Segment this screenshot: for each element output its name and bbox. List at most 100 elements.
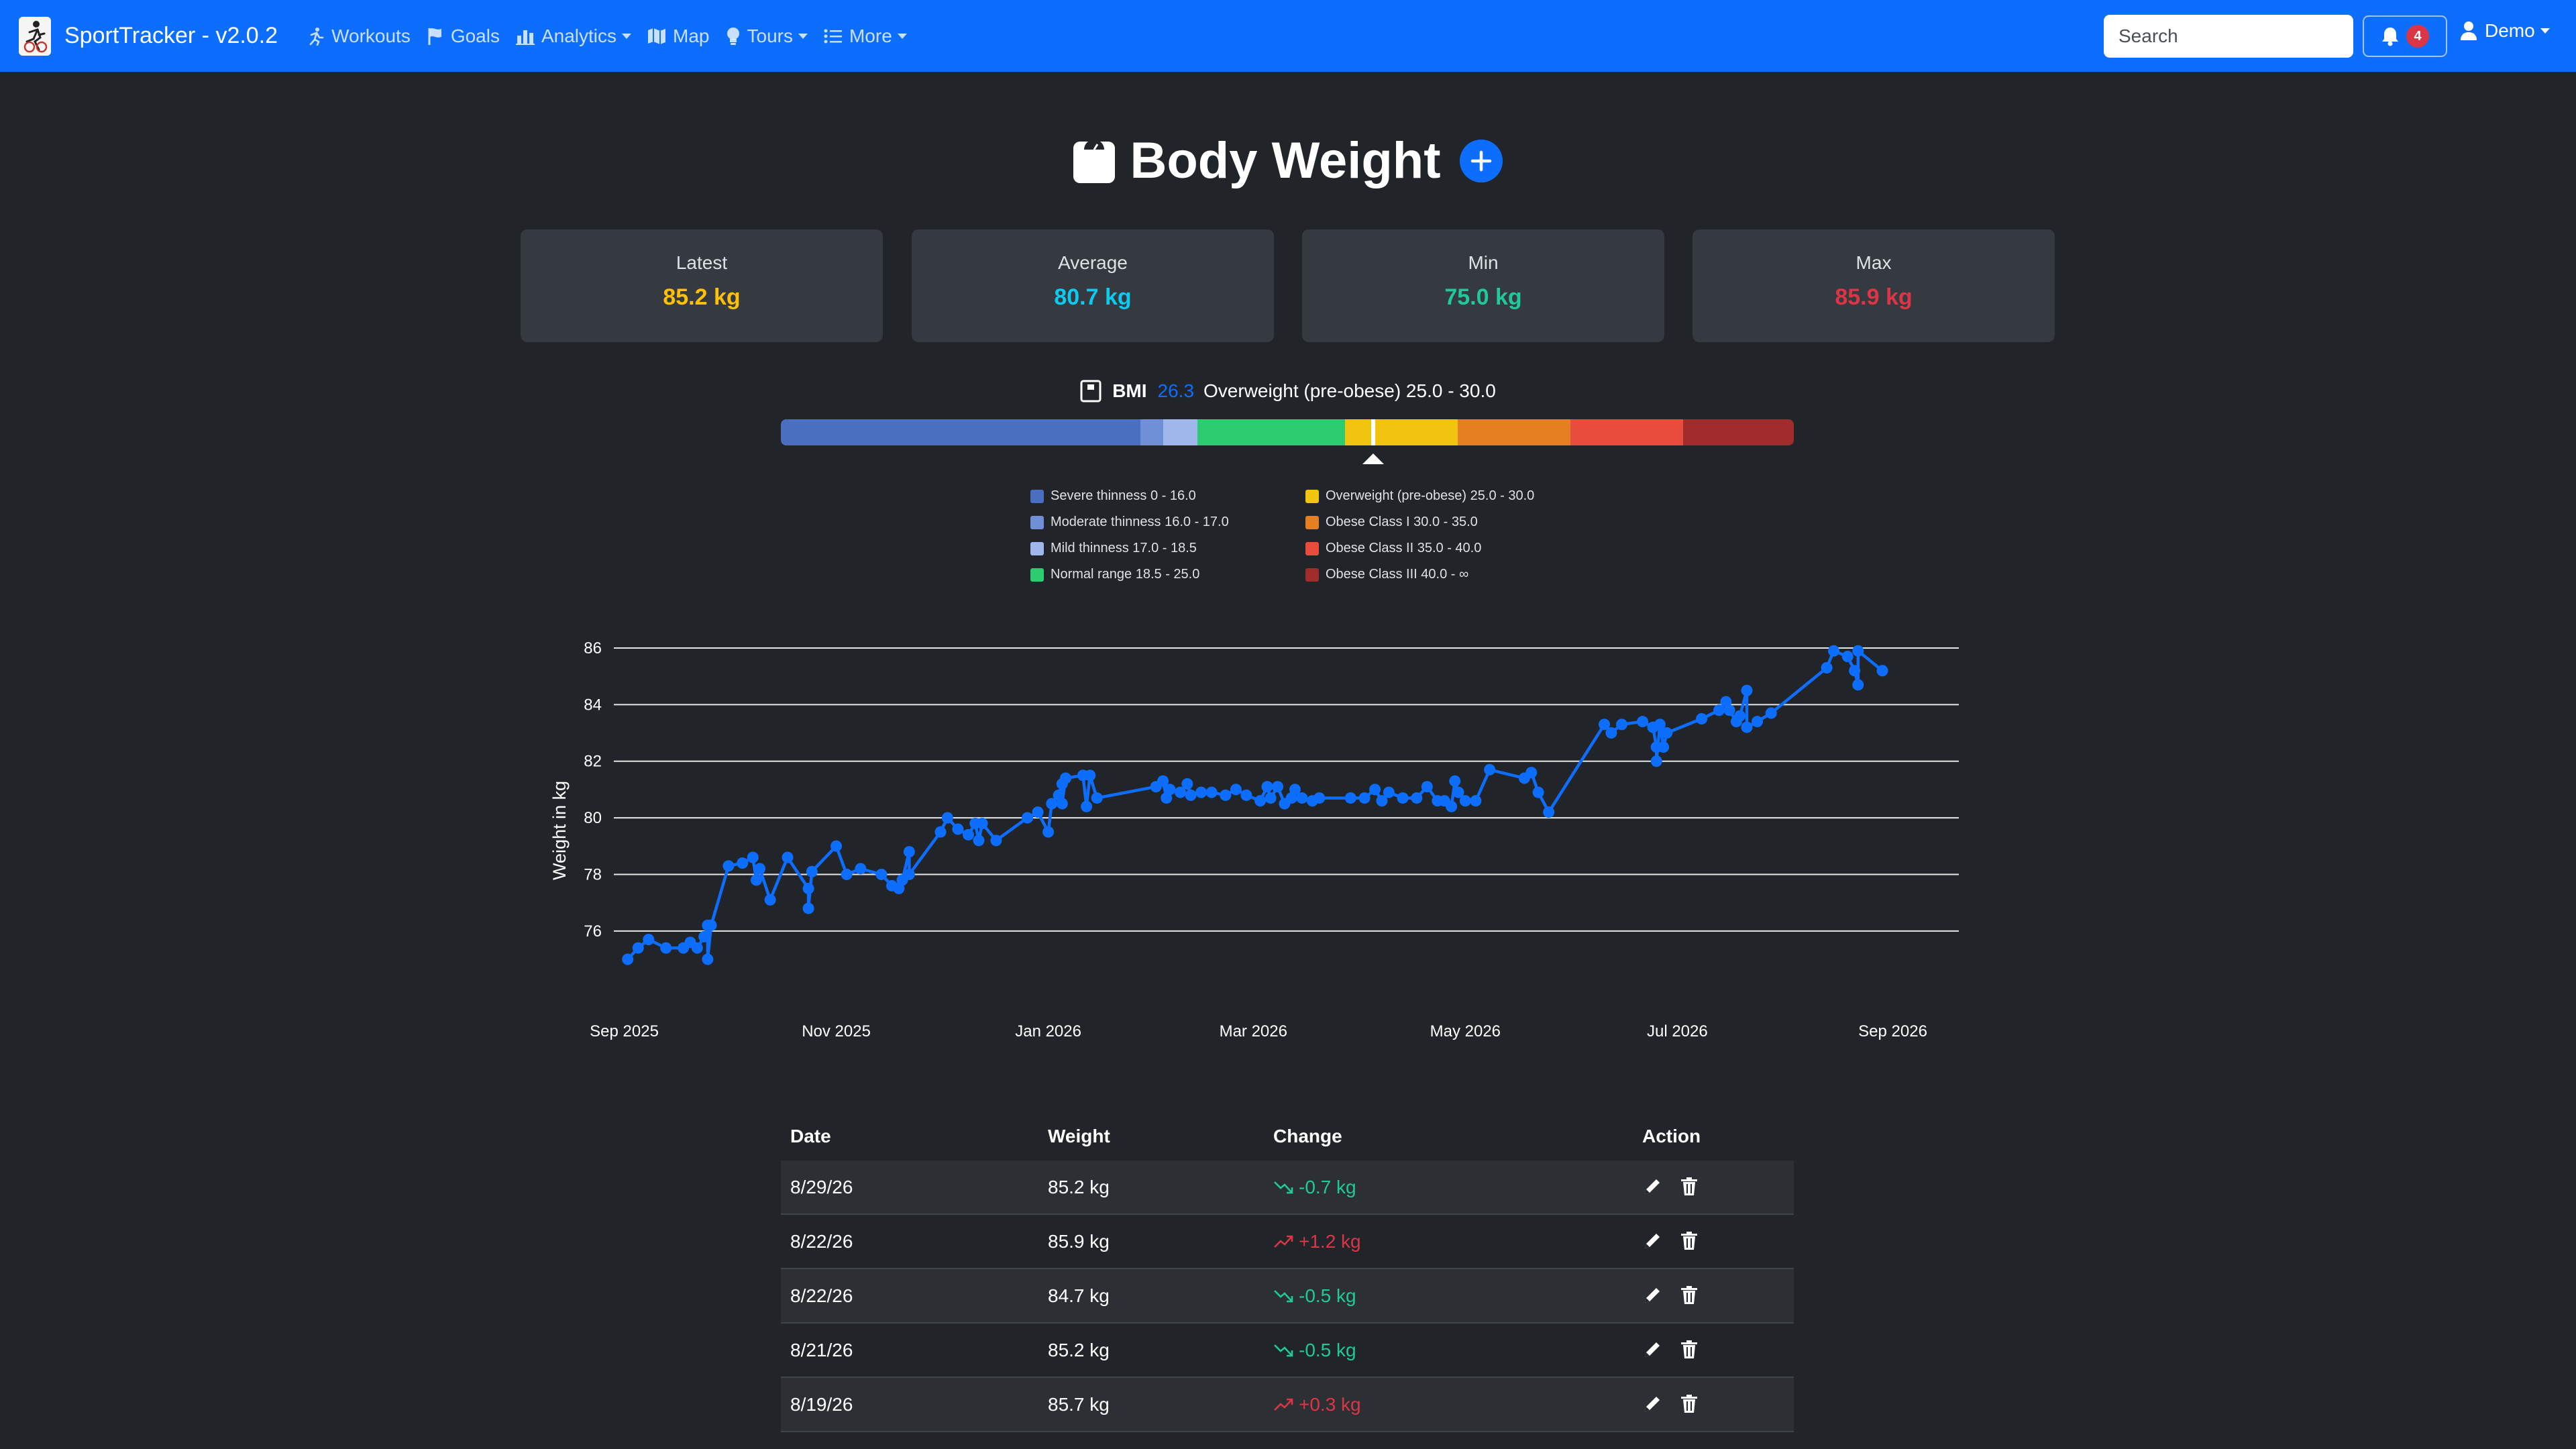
weight-point[interactable] bbox=[1658, 741, 1670, 753]
weight-point[interactable] bbox=[632, 942, 644, 954]
weight-point[interactable] bbox=[622, 953, 634, 965]
weight-point[interactable] bbox=[1605, 727, 1617, 739]
edit-button[interactable] bbox=[1642, 1340, 1662, 1364]
weight-point[interactable] bbox=[1852, 679, 1864, 691]
weight-point[interactable] bbox=[1157, 775, 1169, 787]
weight-point[interactable] bbox=[764, 894, 776, 906]
weight-point[interactable] bbox=[1296, 792, 1308, 804]
delete-button[interactable] bbox=[1680, 1340, 1699, 1364]
weight-point[interactable] bbox=[1091, 792, 1103, 804]
weight-point[interactable] bbox=[1615, 718, 1627, 731]
weight-point[interactable] bbox=[802, 902, 814, 914]
weight-point[interactable] bbox=[875, 868, 888, 880]
weight-point[interactable] bbox=[1032, 806, 1044, 818]
weight-point[interactable] bbox=[941, 812, 953, 824]
weight-point[interactable] bbox=[747, 851, 759, 863]
weight-point[interactable] bbox=[1421, 781, 1433, 793]
weight-point[interactable] bbox=[1821, 662, 1833, 674]
weight-point[interactable] bbox=[1741, 684, 1753, 696]
weight-point[interactable] bbox=[1272, 781, 1284, 793]
weight-point[interactable] bbox=[1240, 789, 1252, 801]
edit-button[interactable] bbox=[1642, 1231, 1662, 1256]
edit-button[interactable] bbox=[1642, 1177, 1662, 1201]
weight-point[interactable] bbox=[841, 868, 853, 880]
weight-point[interactable] bbox=[1532, 786, 1544, 798]
weight-point[interactable] bbox=[1397, 792, 1409, 804]
weight-point[interactable] bbox=[1827, 645, 1839, 657]
weight-point[interactable] bbox=[1046, 798, 1058, 810]
weight-point[interactable] bbox=[1205, 786, 1218, 798]
user-menu[interactable]: Demo bbox=[2459, 20, 2550, 42]
weight-point[interactable] bbox=[1174, 786, 1186, 798]
edit-button[interactable] bbox=[1642, 1285, 1662, 1310]
weight-point[interactable] bbox=[1741, 721, 1753, 733]
nav-map[interactable]: Map bbox=[647, 25, 710, 47]
nav-tours[interactable]: Tours bbox=[726, 25, 808, 47]
weight-point[interactable] bbox=[750, 874, 762, 886]
weight-point[interactable] bbox=[1734, 710, 1746, 722]
weight-point[interactable] bbox=[903, 868, 915, 880]
weight-point[interactable] bbox=[698, 930, 710, 943]
weight-point[interactable] bbox=[1470, 795, 1482, 807]
weight-point[interactable] bbox=[1369, 784, 1381, 796]
weight-point[interactable] bbox=[1313, 792, 1326, 804]
weight-point[interactable] bbox=[782, 851, 794, 863]
weight-point[interactable] bbox=[1654, 718, 1666, 731]
weight-point[interactable] bbox=[990, 835, 1002, 847]
notifications-button[interactable]: 4 bbox=[2363, 15, 2447, 57]
delete-button[interactable] bbox=[1680, 1285, 1699, 1310]
weight-point[interactable] bbox=[1230, 784, 1242, 796]
nav-more[interactable]: More bbox=[824, 25, 907, 47]
weight-point[interactable] bbox=[1056, 798, 1068, 810]
weight-point[interactable] bbox=[1254, 795, 1267, 807]
weight-point[interactable] bbox=[1525, 767, 1538, 779]
weight-point[interactable] bbox=[1261, 781, 1273, 793]
weight-point[interactable] bbox=[1484, 763, 1496, 775]
weight-point[interactable] bbox=[737, 857, 749, 869]
weight-point[interactable] bbox=[1752, 716, 1764, 728]
weight-point[interactable] bbox=[1723, 704, 1735, 716]
brand[interactable]: SportTracker - v2.0.2 bbox=[19, 16, 278, 56]
weight-point[interactable] bbox=[1376, 795, 1388, 807]
weight-point[interactable] bbox=[1411, 792, 1423, 804]
weight-point[interactable] bbox=[1852, 645, 1864, 657]
weight-point[interactable] bbox=[1084, 769, 1096, 782]
weight-point[interactable] bbox=[643, 933, 655, 945]
weight-point[interactable] bbox=[1265, 792, 1277, 804]
weight-point[interactable] bbox=[1344, 792, 1356, 804]
weight-point[interactable] bbox=[830, 840, 843, 852]
weight-point[interactable] bbox=[855, 863, 867, 875]
delete-button[interactable] bbox=[1680, 1231, 1699, 1256]
weight-point[interactable] bbox=[802, 883, 814, 895]
nav-goals[interactable]: Goals bbox=[427, 25, 500, 47]
weight-point[interactable] bbox=[691, 942, 703, 954]
weight-point[interactable] bbox=[1042, 826, 1055, 838]
weight-point[interactable] bbox=[1599, 718, 1611, 731]
weight-point[interactable] bbox=[1022, 812, 1034, 824]
delete-button[interactable] bbox=[1680, 1394, 1699, 1419]
nav-analytics[interactable]: Analytics bbox=[515, 25, 632, 47]
weight-point[interactable] bbox=[702, 953, 714, 965]
weight-point[interactable] bbox=[1185, 789, 1197, 801]
weight-point[interactable] bbox=[1181, 777, 1193, 790]
weight-point[interactable] bbox=[1164, 784, 1176, 796]
add-weight-button[interactable] bbox=[1459, 139, 1503, 182]
weight-point[interactable] bbox=[1289, 784, 1301, 796]
weight-point[interactable] bbox=[705, 919, 717, 931]
weight-point[interactable] bbox=[1543, 806, 1555, 818]
weight-point[interactable] bbox=[903, 846, 915, 858]
weight-point[interactable] bbox=[1713, 704, 1725, 716]
delete-button[interactable] bbox=[1680, 1177, 1699, 1201]
weight-point[interactable] bbox=[1637, 716, 1649, 728]
weight-point[interactable] bbox=[1459, 795, 1471, 807]
weight-point[interactable] bbox=[1876, 665, 1888, 677]
weight-point[interactable] bbox=[1220, 789, 1232, 801]
weight-point[interactable] bbox=[934, 826, 947, 838]
weight-point[interactable] bbox=[1449, 775, 1461, 787]
weight-point[interactable] bbox=[1081, 800, 1093, 812]
weight-point[interactable] bbox=[754, 863, 766, 875]
nav-workouts[interactable]: Workouts bbox=[307, 25, 411, 47]
weight-point[interactable] bbox=[1060, 772, 1072, 784]
weight-point[interactable] bbox=[973, 835, 985, 847]
weight-point[interactable] bbox=[806, 865, 818, 877]
